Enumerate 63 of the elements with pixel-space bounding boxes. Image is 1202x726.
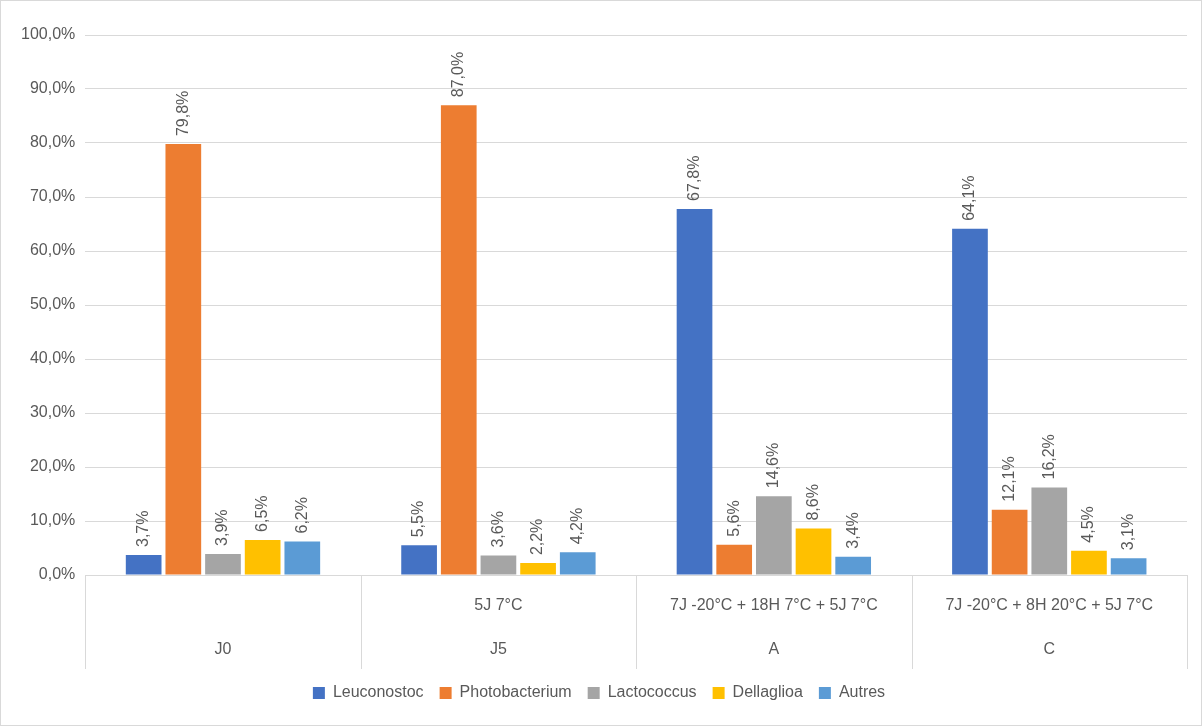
y-tick-label: 100,0%	[21, 25, 76, 43]
data-label: 67,8%	[684, 155, 702, 201]
y-tick-label: 50,0%	[29, 295, 76, 313]
y-tick-label: 20,0%	[29, 457, 76, 475]
data-label: 12,1%	[1000, 456, 1018, 502]
bar	[559, 552, 596, 575]
data-label: 3,1%	[1119, 513, 1137, 551]
data-label: 3,6%	[488, 511, 506, 548]
data-label: 64,1%	[960, 175, 978, 221]
text: 7J -20°C + 8H 20°C + 5J 7°C	[945, 596, 1154, 614]
bar	[1110, 558, 1147, 575]
bar	[480, 555, 517, 575]
legend-label: Leuconostoc	[332, 683, 424, 701]
y-tick-label: 10,0%	[29, 511, 76, 529]
data-label: 5,5%	[409, 500, 427, 538]
x-tick-label: A	[768, 640, 780, 658]
data-label: 4,5%	[1079, 506, 1097, 543]
bar	[284, 541, 321, 575]
bar	[835, 556, 872, 575]
x-tick-label: J5	[489, 640, 507, 658]
x-tick-label: C	[1043, 640, 1056, 658]
data-label: 2,2%	[528, 518, 546, 556]
bar	[1071, 550, 1107, 575]
bar	[244, 539, 281, 575]
data-label: 4,2%	[568, 507, 586, 545]
bar	[795, 528, 832, 575]
bar	[1031, 487, 1068, 575]
bar	[440, 105, 477, 575]
bar	[401, 545, 437, 575]
y-tick-label: 80,0%	[29, 133, 76, 151]
data-label: 8,6%	[803, 484, 821, 521]
bar	[952, 228, 988, 575]
data-label: 6,5%	[253, 495, 271, 532]
data-label: 6,2%	[292, 497, 310, 534]
text: 7J -20°C + 18H 7°C + 5J 7°C	[669, 596, 878, 614]
legend-label: Dellaglioa	[732, 683, 803, 701]
bar	[756, 496, 792, 575]
data-label: 14,6%	[764, 442, 782, 489]
y-tick-label: 90,0%	[29, 79, 76, 97]
legend-label: Lactococcus	[607, 683, 697, 701]
x-tick-label: J0	[214, 640, 232, 658]
y-tick-label: 70,0%	[29, 187, 76, 205]
legend-label: Photobacterium	[459, 683, 572, 701]
data-label: 3,7%	[134, 510, 152, 548]
data-label: 16,2%	[1039, 434, 1057, 480]
bar	[716, 544, 753, 575]
bar	[165, 144, 202, 575]
y-tick-label: 30,0%	[29, 403, 76, 421]
data-label: 3,9%	[213, 509, 231, 546]
data-label: 5,6%	[724, 500, 742, 537]
y-tick-label: 0,0%	[38, 565, 76, 583]
bar	[125, 555, 162, 575]
bar	[676, 208, 713, 575]
data-label: 79,8%	[173, 90, 191, 137]
y-tick-label: 60,0%	[29, 241, 76, 259]
bar	[205, 553, 241, 575]
bar	[991, 509, 1028, 575]
y-tick-label: 40,0%	[29, 349, 76, 367]
data-label: 87,0%	[449, 51, 467, 98]
text: 5J 7°C	[474, 596, 523, 614]
bar	[520, 563, 556, 575]
data-label: 3,4%	[843, 512, 861, 549]
legend-label: Autres	[838, 683, 886, 701]
